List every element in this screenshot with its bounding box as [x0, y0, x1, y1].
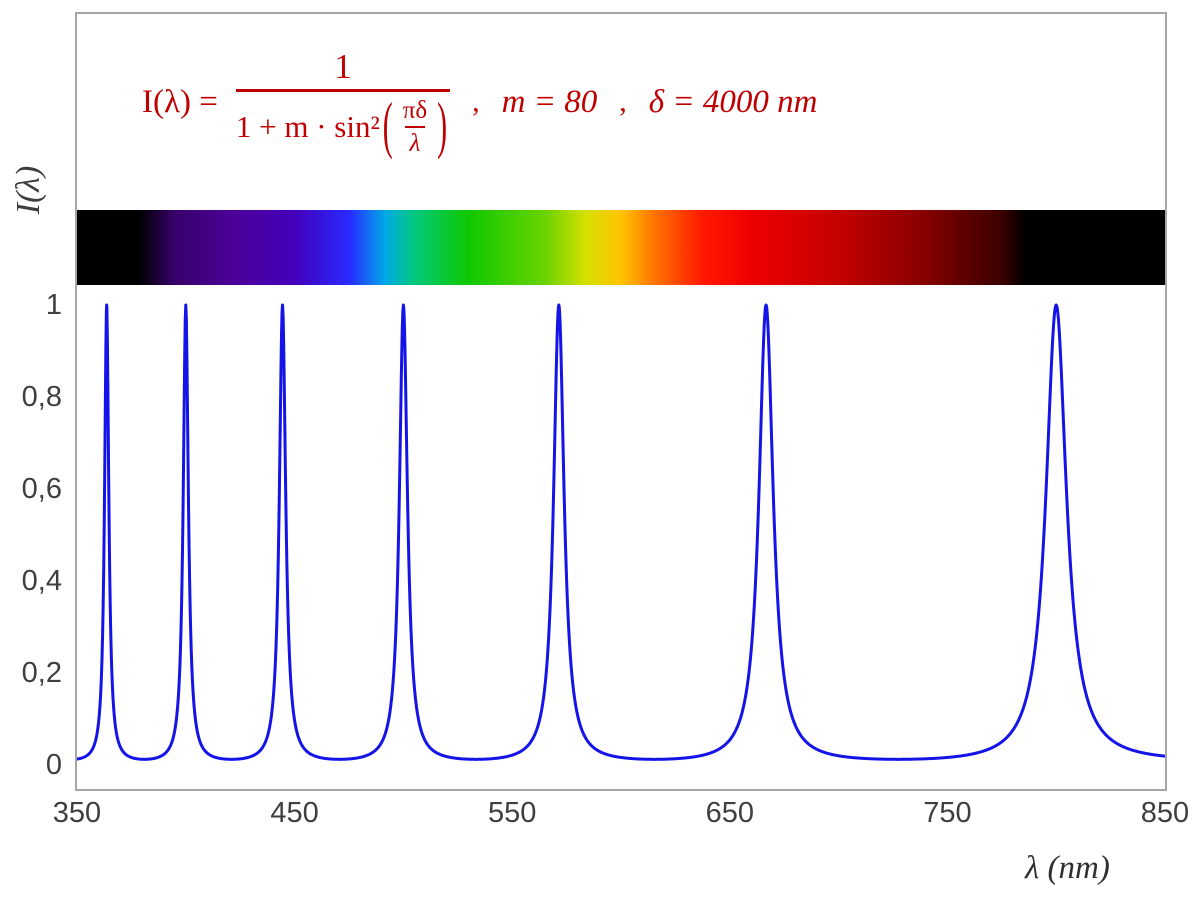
- formula: I(λ) = 1 1 + m · sin² ( πδ λ ) , m = 80 …: [142, 32, 817, 172]
- y-tick-label: 1: [45, 289, 62, 321]
- y-tick-label: 0,8: [21, 381, 62, 413]
- x-axis-ticks: 350 450 550 650 750 850: [0, 797, 1200, 837]
- formula-m-equation: m = 80: [501, 83, 598, 120]
- formula-delta-equation: δ = 4000 nm: [648, 83, 818, 120]
- formula-denominator: 1 + m · sin² ( πδ λ ): [235, 88, 451, 160]
- y-tick-label: 0,6: [21, 473, 62, 505]
- x-tick-label: 350: [52, 797, 102, 829]
- formula-denominator-prefix: 1 + m · sin²: [235, 108, 380, 144]
- y-tick-label: 0: [45, 749, 62, 781]
- formula-comma: ,: [619, 85, 627, 118]
- plot-frame: [75, 12, 1167, 791]
- formula-numerator: 1: [334, 46, 352, 86]
- y-axis-ticks: 0 0,2 0,4 0,6 0,8 1: [0, 0, 70, 924]
- formula-comma: ,: [472, 85, 480, 118]
- x-tick-label: 650: [705, 797, 754, 829]
- x-tick-label: 850: [1140, 797, 1190, 829]
- x-tick-label: 450: [270, 797, 319, 829]
- formula-fraction: 1 1 + m · sin² ( πδ λ ): [235, 46, 451, 160]
- x-axis-title: λ (nm): [1025, 850, 1110, 886]
- close-paren: ): [437, 90, 448, 161]
- inner-denominator: λ: [404, 125, 426, 156]
- intensity-curve-path: [77, 303, 1165, 761]
- formula-inner-fraction: πδ λ: [398, 98, 432, 156]
- intensity-curve: [77, 303, 1165, 761]
- inner-numerator: πδ: [402, 96, 428, 124]
- spectrum-bar: [77, 210, 1165, 285]
- x-tick-label: 550: [487, 797, 537, 829]
- x-tick-label: 750: [923, 797, 972, 829]
- open-paren: (: [382, 90, 393, 161]
- y-tick-label: 0,2: [21, 657, 62, 689]
- formula-lhs: I(λ) =: [142, 83, 218, 120]
- y-tick-label: 0,4: [21, 565, 62, 597]
